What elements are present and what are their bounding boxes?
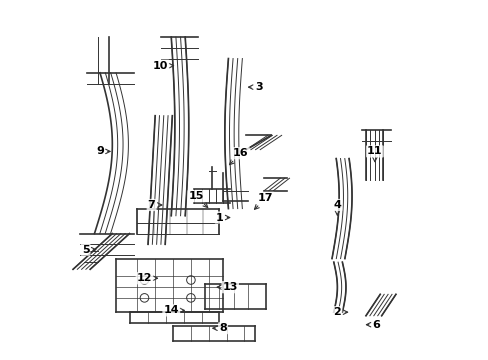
- Text: 13: 13: [217, 282, 238, 292]
- Text: 5: 5: [81, 245, 96, 255]
- Text: 17: 17: [254, 193, 273, 209]
- Text: 11: 11: [366, 147, 382, 162]
- Text: 4: 4: [333, 200, 341, 215]
- Text: 12: 12: [137, 273, 157, 283]
- Text: 1: 1: [215, 212, 229, 222]
- Text: 7: 7: [147, 200, 162, 210]
- Text: 10: 10: [153, 61, 173, 71]
- Text: 15: 15: [188, 191, 207, 207]
- Text: 14: 14: [163, 305, 184, 315]
- Text: 6: 6: [366, 320, 380, 330]
- Text: 16: 16: [229, 148, 248, 165]
- Text: 8: 8: [212, 323, 226, 333]
- Text: 9: 9: [96, 147, 110, 157]
- Text: 3: 3: [248, 82, 262, 92]
- Text: 2: 2: [333, 307, 347, 317]
